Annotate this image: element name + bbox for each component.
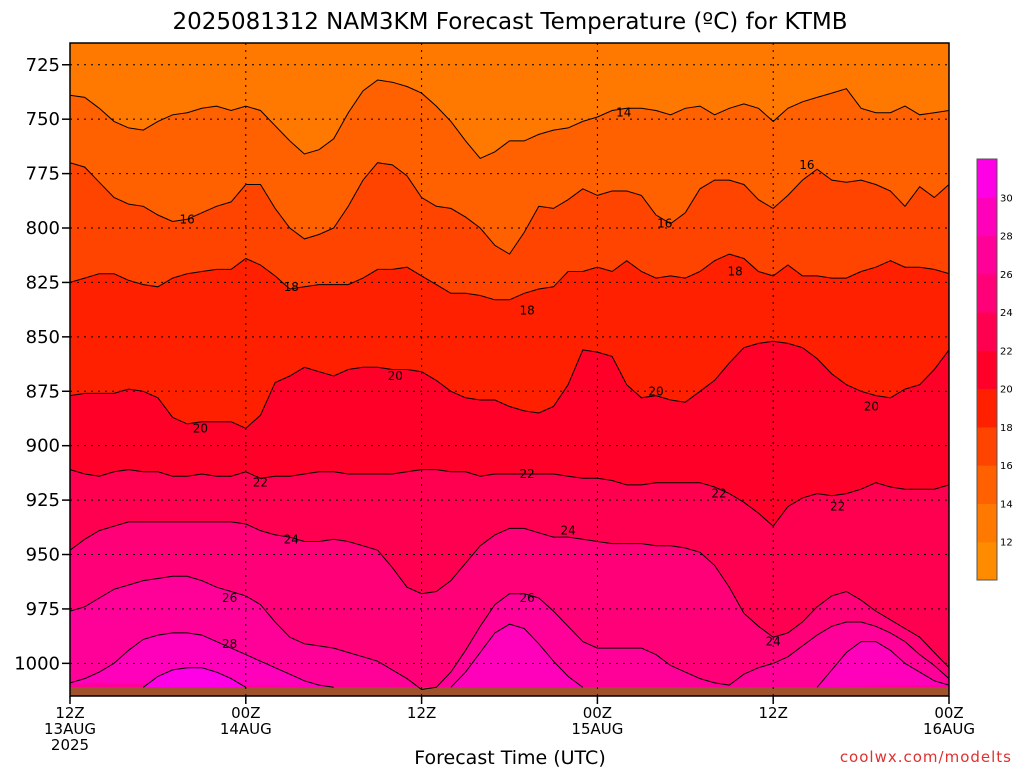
contour-label: 24 [284, 532, 299, 546]
colorbar-swatch [977, 312, 997, 351]
contour-label: 20 [648, 384, 663, 398]
colorbar-swatch [977, 159, 997, 198]
contour-label: 20 [864, 400, 879, 414]
x-tick-label: 15AUG [571, 720, 623, 738]
colorbar-label: 16 [1000, 461, 1013, 472]
colorbar-label: 24 [1000, 308, 1013, 319]
colorbar-swatch [977, 197, 997, 237]
band-fill [817, 641, 949, 688]
contour-label: 24 [560, 524, 575, 538]
contour-line-30 [143, 667, 247, 688]
contour-line-22 [70, 469, 949, 527]
x-tick-label: 16AUG [923, 720, 975, 738]
y-tick-label: 950 [26, 545, 60, 566]
x-tick-label: 00Z [583, 704, 612, 722]
colorbar-label: 30 [1000, 193, 1013, 204]
y-tick-label: 900 [26, 436, 60, 457]
contour-line-18 [70, 253, 949, 301]
y-tick-label: 850 [26, 327, 60, 348]
contour-label: 24 [766, 635, 781, 649]
y-tick-label: 1000 [14, 653, 60, 674]
colorbar-frame [976, 158, 998, 581]
x-tick-label: 12Z [407, 704, 436, 722]
contour-label: 18 [727, 265, 742, 279]
contour-label: 16 [180, 212, 195, 226]
x-tick-label: 2025 [51, 736, 89, 754]
contour-line-24 [70, 521, 949, 669]
contour-label: 22 [711, 487, 726, 501]
contour-label: 22 [830, 500, 845, 514]
y-tick-label: 750 [26, 109, 60, 130]
x-tick-label: 00Z [934, 704, 963, 722]
contour-label: 14 [616, 106, 631, 120]
y-tick-label: 800 [26, 218, 60, 239]
ground-surface [70, 687, 949, 696]
x-tick-label: 12Z [55, 704, 84, 722]
chart-title: 2025081312 NAM3KM Forecast Temperature (… [173, 9, 848, 35]
ground-layer [70, 687, 949, 696]
colorbar-swatch [977, 503, 997, 543]
colorbar: 12 14 16 18 20 22 24 26 28 30 [976, 158, 1013, 581]
x-tick-label: 12Z [759, 704, 788, 722]
contour-line-28 [816, 641, 949, 688]
colorbar-swatch [977, 388, 997, 428]
contour-label: 26 [222, 591, 237, 605]
temperature-bands [70, 43, 949, 696]
colorbar-swatch [977, 541, 997, 581]
x-tick-label: 14AUG [220, 720, 272, 738]
band-fill [70, 632, 334, 688]
contour-line-16 [70, 162, 949, 255]
band-fill [450, 624, 583, 688]
plot-frame [69, 42, 950, 697]
contour-label: 18 [519, 304, 534, 318]
contour-labels: 14 16 16 16 18 18 18 20 20 20 20 22 22 22 22 24 24 24 26 26… [180, 106, 879, 651]
contour-label: 22 [253, 476, 268, 490]
x-tick-label: 00Z [231, 704, 260, 722]
y-tick-label: 975 [26, 599, 60, 620]
plot-area: 14 16 16 16 18 18 18 20 20 20 20 22 22 22 22 24 24 24 26 26… [70, 43, 949, 696]
contour-line-20 [70, 340, 949, 429]
contour-label: 20 [193, 421, 208, 435]
x-tick-label: 13AUG [44, 720, 96, 738]
contour-label: 16 [799, 158, 814, 172]
contour-label: 26 [519, 591, 534, 605]
contour-label: 28 [222, 637, 237, 651]
colorbar-swatch [977, 273, 997, 313]
contour-label: 20 [388, 369, 403, 383]
y-tick-label: 825 [26, 272, 60, 293]
colorbar-label: 26 [1000, 270, 1013, 281]
colorbar-label: 20 [1000, 385, 1013, 396]
y-tick-label: 725 [26, 55, 60, 76]
band-fill [143, 667, 246, 688]
colorbar-label: 22 [1000, 346, 1013, 357]
colorbar-swatch [977, 235, 997, 275]
contour-line-28 [70, 632, 334, 688]
contour-lines [70, 79, 949, 691]
contour-label: 18 [284, 280, 299, 294]
x-axis-label: Forecast Time (UTC) [414, 747, 605, 768]
contour-label: 22 [519, 467, 534, 481]
y-tick-label: 775 [26, 164, 60, 185]
y-tick-label: 925 [26, 490, 60, 511]
contour-label: 16 [657, 217, 672, 231]
contour-line-28 [450, 623, 584, 688]
colorbar-label: 14 [1000, 499, 1013, 510]
y-tick-label: 875 [26, 381, 60, 402]
contour-line-26 [70, 575, 949, 691]
colorbar-swatch [977, 465, 997, 504]
colorbar-label: 28 [1000, 232, 1013, 243]
colorbar-label: 12 [1000, 538, 1013, 549]
y-axis: 725 750 775 800 825 850 875 900 925 950 975 1000 [14, 55, 70, 674]
colorbar-label: 18 [1000, 423, 1013, 434]
credit-text: coolwx.com/modelts [840, 748, 1012, 766]
contour-line-14 [70, 79, 949, 160]
colorbar-swatch [977, 350, 997, 390]
colorbar-swatch [977, 426, 997, 466]
